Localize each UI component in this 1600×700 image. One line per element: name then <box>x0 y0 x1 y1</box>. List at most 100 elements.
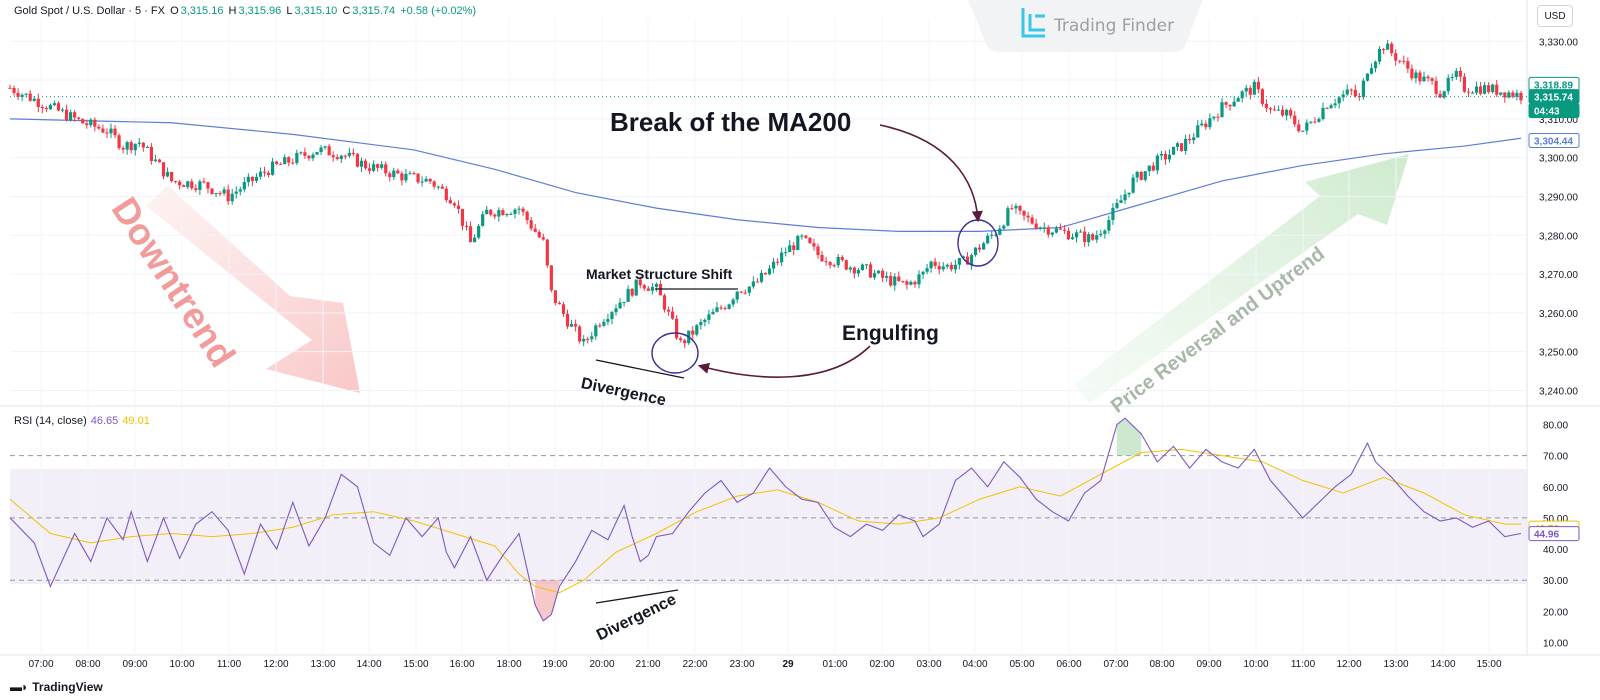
candle-body <box>178 181 182 186</box>
candle-body <box>319 147 323 153</box>
candle-body <box>1030 217 1034 224</box>
candle-body <box>1159 153 1163 156</box>
candle-body <box>1507 92 1511 98</box>
candle-body <box>1236 98 1240 102</box>
rsi-tick-label: 80.00 <box>1543 420 1568 431</box>
candle-body <box>929 261 933 269</box>
candle-body <box>1418 72 1422 82</box>
candle-body <box>1046 227 1050 235</box>
candle-body <box>60 109 65 111</box>
candle-body <box>186 181 190 187</box>
candle-body <box>16 92 20 97</box>
candle-body <box>1390 43 1394 54</box>
mss-label: Market Structure Shift <box>586 266 733 282</box>
candle-body <box>626 288 630 302</box>
candle-body <box>1414 72 1418 79</box>
candle-body <box>1434 80 1438 94</box>
candle-body <box>1054 228 1058 233</box>
candle-body <box>384 164 388 174</box>
rsi-divergence-line <box>595 589 679 604</box>
candle-body <box>529 220 533 229</box>
candle-body <box>1070 237 1075 240</box>
candle-body <box>820 255 824 262</box>
candle-body <box>1297 124 1301 132</box>
candle-body <box>747 286 751 293</box>
candle-body <box>711 311 715 315</box>
candle-body <box>420 181 424 183</box>
candle-body <box>101 128 105 133</box>
price-tick-label: 3,280.00 <box>1539 231 1578 242</box>
rsi-tick-label: 10.00 <box>1543 639 1568 650</box>
engulfing-label: Engulfing <box>842 322 939 345</box>
candle-body <box>246 176 250 183</box>
candle-body <box>1091 234 1095 240</box>
candle-body <box>1398 60 1402 62</box>
candle-body <box>254 176 259 181</box>
candle-body <box>1285 109 1289 116</box>
rsi-tick-label: 50.00 <box>1543 514 1568 525</box>
candle-body <box>12 87 16 93</box>
candle-body <box>921 271 925 275</box>
rsi-title[interactable]: RSI (14, close) <box>14 415 87 427</box>
candle-body <box>856 270 860 274</box>
time-tick-label: 03:00 <box>916 659 941 670</box>
candle-body <box>1171 146 1176 155</box>
candle-body <box>137 142 141 144</box>
candle-body <box>703 319 707 322</box>
candle-body <box>913 281 917 285</box>
candle-body <box>978 247 982 250</box>
candle-body <box>925 268 929 272</box>
candle-body <box>412 173 416 175</box>
candle-body <box>549 265 553 291</box>
rsi-tick-label: 40.00 <box>1543 545 1568 556</box>
price-tick-label: 3,310.00 <box>1539 115 1578 126</box>
candle-body <box>133 143 137 151</box>
high-label: H <box>228 5 237 17</box>
candle-body <box>89 119 93 126</box>
candle-body <box>868 264 873 278</box>
candle-body <box>52 103 57 106</box>
candle-body <box>1135 171 1139 178</box>
candle-body <box>380 164 384 168</box>
candle-body <box>949 264 953 270</box>
time-tick-label: 14:00 <box>356 659 381 670</box>
candle-body <box>634 279 638 296</box>
candle-body <box>1458 70 1462 77</box>
symbol-name[interactable]: Gold Spot / U.S. Dollar · 5 · FX <box>14 5 165 17</box>
candle-body <box>1293 115 1297 125</box>
candle-body <box>610 312 614 320</box>
candle-body <box>957 258 961 265</box>
candle-body <box>416 173 420 183</box>
currency-button[interactable]: USD <box>1537 5 1573 27</box>
candle-body <box>432 181 436 187</box>
candle-body <box>727 304 731 309</box>
candle-body <box>367 168 372 171</box>
candle-body <box>565 313 570 327</box>
candle-body <box>477 225 481 238</box>
candle-body <box>618 302 622 309</box>
time-tick-label: 29 <box>782 659 794 670</box>
engulfing-circle <box>651 332 699 374</box>
candle-body <box>24 93 28 95</box>
candle-body <box>877 270 881 274</box>
high-price-label: 3,318.89 <box>1534 80 1573 91</box>
candle-body <box>622 301 626 303</box>
candle-body <box>1382 48 1386 50</box>
ma-price-label-box <box>1528 132 1580 148</box>
ma-break-circle <box>957 219 999 267</box>
candle-body <box>557 302 562 305</box>
candle-body <box>339 155 343 160</box>
candle-body <box>287 157 291 163</box>
candle-body <box>1074 232 1079 238</box>
candle-body <box>40 107 44 109</box>
time-tick-label: 16:00 <box>449 659 474 670</box>
tradingview-brand[interactable]: ▬◗ TradingView <box>10 680 103 694</box>
candle-body <box>303 152 307 156</box>
candle-body <box>291 162 295 164</box>
candle-body <box>489 209 493 215</box>
candle-body <box>64 109 69 121</box>
candle-body <box>331 155 335 158</box>
candle-body <box>885 275 889 278</box>
candle-body <box>206 182 210 189</box>
